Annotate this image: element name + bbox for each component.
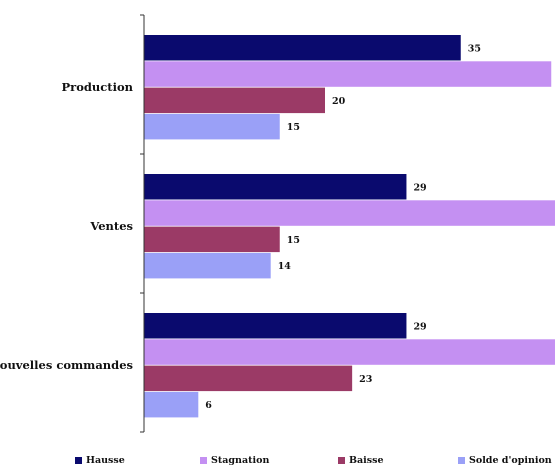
legend-swatch <box>75 457 82 464</box>
data-label: 35 <box>468 43 481 54</box>
labels-layer: 35452015Production29561514Ventes2948236N… <box>0 43 481 411</box>
legend-label: Solde d'opinion <box>469 455 552 466</box>
legend-swatch <box>338 457 345 464</box>
data-label: 29 <box>413 321 427 332</box>
legend: Hausse Stagnation Baisse Solde d'opinion <box>0 455 555 467</box>
legend-label: Baisse <box>349 455 384 466</box>
bar-hausse-1 <box>144 174 407 200</box>
bar-stagnation-1 <box>144 200 555 226</box>
bar-baisse-2 <box>144 365 353 392</box>
bars-layer <box>144 35 555 418</box>
bar-stagnation-2 <box>144 339 555 365</box>
bar-hausse-2 <box>144 313 407 339</box>
category-label: Ventes <box>89 219 133 233</box>
legend-item: Solde d'opinion <box>458 455 552 466</box>
legend-swatch <box>200 457 207 464</box>
data-label: 23 <box>359 374 372 385</box>
data-label: 14 <box>278 261 292 272</box>
bar-stagnation-0 <box>144 61 552 87</box>
axis-layer <box>140 14 145 433</box>
data-label: 15 <box>287 122 300 133</box>
bar-solde-d-opinion-2 <box>144 391 199 418</box>
bar-hausse-0 <box>144 35 461 61</box>
data-label: 29 <box>413 182 427 193</box>
legend-swatch <box>458 457 465 464</box>
legend-label: Stagnation <box>211 455 270 466</box>
legend-label: Hausse <box>86 455 125 466</box>
legend-item: Hausse <box>75 455 125 466</box>
category-label: Nouvelles commandes <box>0 358 133 372</box>
legend-item: Stagnation <box>200 455 269 466</box>
data-label: 6 <box>205 400 212 411</box>
bar-baisse-0 <box>144 87 325 114</box>
bar-solde-d-opinion-0 <box>144 113 280 140</box>
legend-item: Baisse <box>338 455 384 466</box>
bar-solde-d-opinion-1 <box>144 252 271 279</box>
category-label: Production <box>62 80 134 94</box>
bar-baisse-1 <box>144 226 280 253</box>
data-label: 15 <box>287 235 300 246</box>
data-label: 20 <box>332 96 346 107</box>
